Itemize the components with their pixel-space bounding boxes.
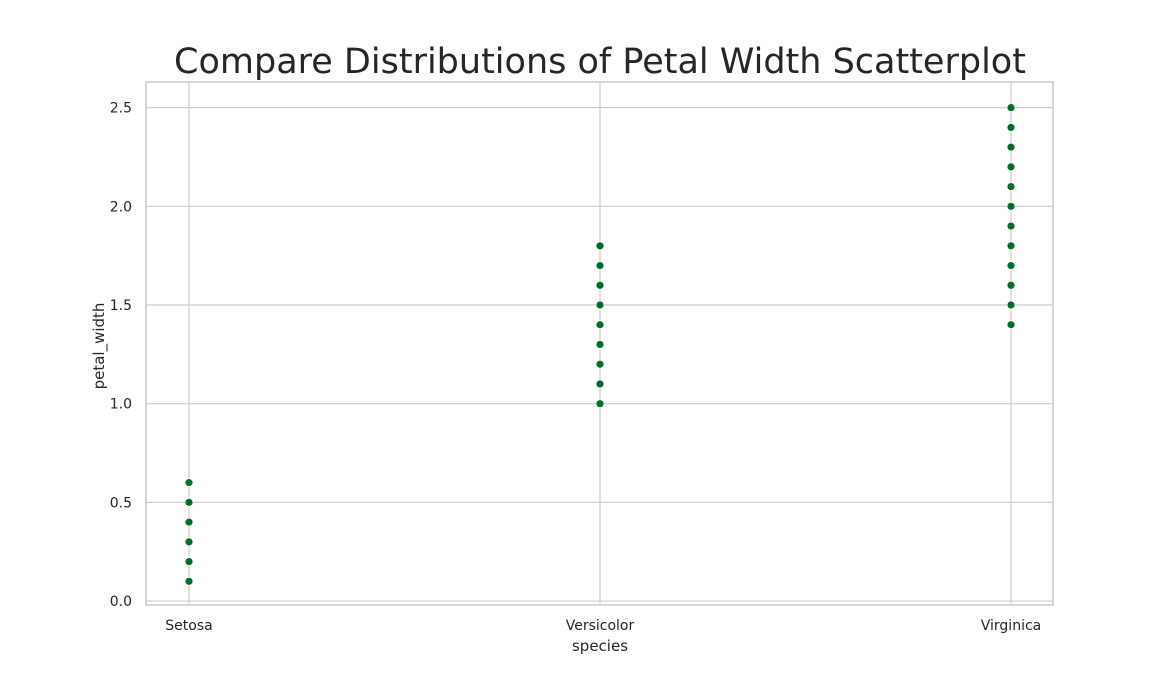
data-point [1006,241,1016,251]
data-point [595,320,605,330]
y-tick-label: 1.0 [110,397,132,413]
data-point [595,379,605,389]
data-point [1006,221,1016,231]
data-point [184,576,194,586]
data-point [1006,261,1016,270]
data-point [595,359,605,369]
data-point [595,261,605,270]
data-point [1006,122,1016,132]
data-point [595,340,605,349]
y-tick-label: 1.5 [110,298,132,314]
data-point [1006,201,1016,211]
data-point [184,557,194,566]
data-point [595,399,605,409]
data-point [1006,320,1016,330]
data-point [595,241,605,251]
y-tick-label: 0.5 [110,495,132,511]
x-tick-labels: Setosa Versicolor Virginica [165,618,1041,634]
y-tick-labels: 0.0 0.5 1.0 1.5 2.0 2.5 [110,101,132,610]
data-point [595,300,605,310]
data-point [1006,162,1016,172]
data-point [1006,280,1016,290]
y-tick-label: 2.5 [110,101,132,117]
y-axis-label: petal_width [90,303,109,390]
data-point [1006,142,1016,152]
data-point [1006,103,1016,113]
chart-title: Compare Distributions of Petal Width Sca… [174,42,1026,82]
data-point [184,478,194,488]
y-tick-label: 2.0 [110,199,132,215]
data-point [595,280,605,290]
data-point [1006,182,1016,192]
plot-frame [145,81,1054,606]
x-tick-label: Versicolor [566,618,635,634]
data-point [184,517,194,527]
x-tick-label: Virginica [981,618,1041,634]
x-axis-label: species [572,637,628,655]
data-points [184,103,1016,586]
data-point [184,537,194,547]
data-point [1006,300,1016,310]
y-tick-label: 0.0 [110,594,132,610]
x-tick-label: Setosa [165,618,212,634]
data-point [184,497,194,507]
